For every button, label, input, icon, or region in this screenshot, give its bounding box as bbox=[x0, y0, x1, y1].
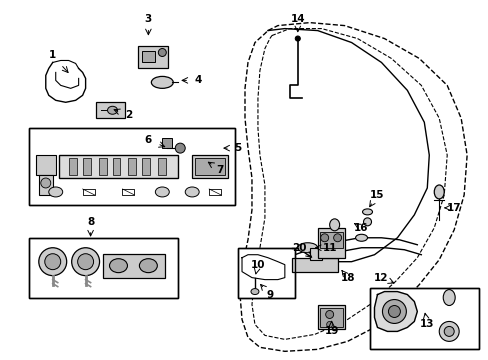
Circle shape bbox=[39, 248, 66, 276]
Circle shape bbox=[175, 143, 185, 153]
Circle shape bbox=[326, 321, 332, 328]
Text: 12: 12 bbox=[373, 273, 388, 283]
Bar bbox=[369, 288, 478, 349]
Bar bbox=[29, 238, 178, 298]
Bar bbox=[142, 50, 155, 62]
Ellipse shape bbox=[355, 234, 367, 241]
Polygon shape bbox=[374, 292, 416, 332]
Bar bbox=[59, 155, 178, 178]
Circle shape bbox=[320, 234, 328, 242]
Ellipse shape bbox=[433, 185, 443, 199]
Text: 14: 14 bbox=[290, 14, 305, 24]
Circle shape bbox=[382, 300, 406, 323]
Bar bbox=[29, 238, 178, 298]
Circle shape bbox=[387, 306, 400, 318]
Bar bbox=[369, 288, 478, 349]
Bar bbox=[192, 155, 227, 178]
Ellipse shape bbox=[329, 219, 339, 231]
Bar bbox=[128, 158, 136, 175]
Text: 10: 10 bbox=[250, 260, 264, 270]
Text: 4: 4 bbox=[194, 75, 202, 85]
Circle shape bbox=[78, 254, 93, 270]
Text: 18: 18 bbox=[340, 273, 354, 283]
Bar bbox=[142, 158, 150, 175]
Ellipse shape bbox=[139, 259, 157, 273]
Bar bbox=[158, 158, 166, 175]
Ellipse shape bbox=[185, 187, 199, 197]
Bar bbox=[112, 158, 120, 175]
Bar bbox=[102, 254, 165, 278]
Text: 1: 1 bbox=[49, 50, 56, 60]
Circle shape bbox=[363, 218, 371, 226]
Bar bbox=[138, 45, 168, 68]
Text: 11: 11 bbox=[322, 243, 336, 253]
Text: 5: 5 bbox=[234, 143, 241, 153]
Text: 15: 15 bbox=[369, 190, 384, 200]
Text: 19: 19 bbox=[324, 327, 338, 336]
Bar bbox=[291, 258, 337, 272]
Circle shape bbox=[45, 254, 61, 270]
Ellipse shape bbox=[107, 106, 117, 114]
Bar bbox=[319, 232, 342, 248]
Bar bbox=[36, 155, 56, 175]
Bar bbox=[29, 128, 235, 205]
Circle shape bbox=[295, 36, 300, 41]
Text: 6: 6 bbox=[144, 135, 152, 145]
Bar bbox=[39, 175, 53, 195]
Bar bbox=[195, 158, 224, 175]
Bar bbox=[162, 138, 172, 148]
Text: 8: 8 bbox=[87, 217, 94, 227]
Text: 20: 20 bbox=[292, 243, 306, 253]
Ellipse shape bbox=[442, 289, 454, 306]
Bar bbox=[238, 248, 294, 298]
Bar bbox=[99, 158, 106, 175]
Text: 17: 17 bbox=[446, 203, 461, 213]
Bar bbox=[238, 248, 294, 298]
Ellipse shape bbox=[49, 187, 62, 197]
Circle shape bbox=[158, 49, 166, 57]
Bar bbox=[319, 307, 342, 328]
Ellipse shape bbox=[155, 187, 169, 197]
Text: 7: 7 bbox=[216, 165, 224, 175]
Ellipse shape bbox=[151, 76, 173, 88]
Bar bbox=[317, 305, 344, 329]
Circle shape bbox=[72, 248, 100, 276]
Circle shape bbox=[325, 310, 333, 319]
Text: 9: 9 bbox=[266, 289, 273, 300]
Bar bbox=[309, 248, 321, 260]
Text: 13: 13 bbox=[419, 319, 434, 329]
Circle shape bbox=[41, 178, 51, 188]
Bar bbox=[95, 102, 125, 118]
Ellipse shape bbox=[250, 289, 259, 294]
Bar bbox=[29, 128, 235, 205]
Ellipse shape bbox=[297, 243, 317, 253]
Bar bbox=[82, 158, 90, 175]
Text: 3: 3 bbox=[144, 14, 152, 24]
Bar bbox=[68, 158, 77, 175]
Ellipse shape bbox=[362, 209, 372, 215]
Circle shape bbox=[443, 327, 453, 336]
Text: 16: 16 bbox=[354, 223, 368, 233]
Bar bbox=[317, 228, 344, 258]
Circle shape bbox=[438, 321, 458, 341]
Text: 2: 2 bbox=[124, 110, 132, 120]
Circle shape bbox=[333, 234, 341, 242]
Ellipse shape bbox=[109, 259, 127, 273]
